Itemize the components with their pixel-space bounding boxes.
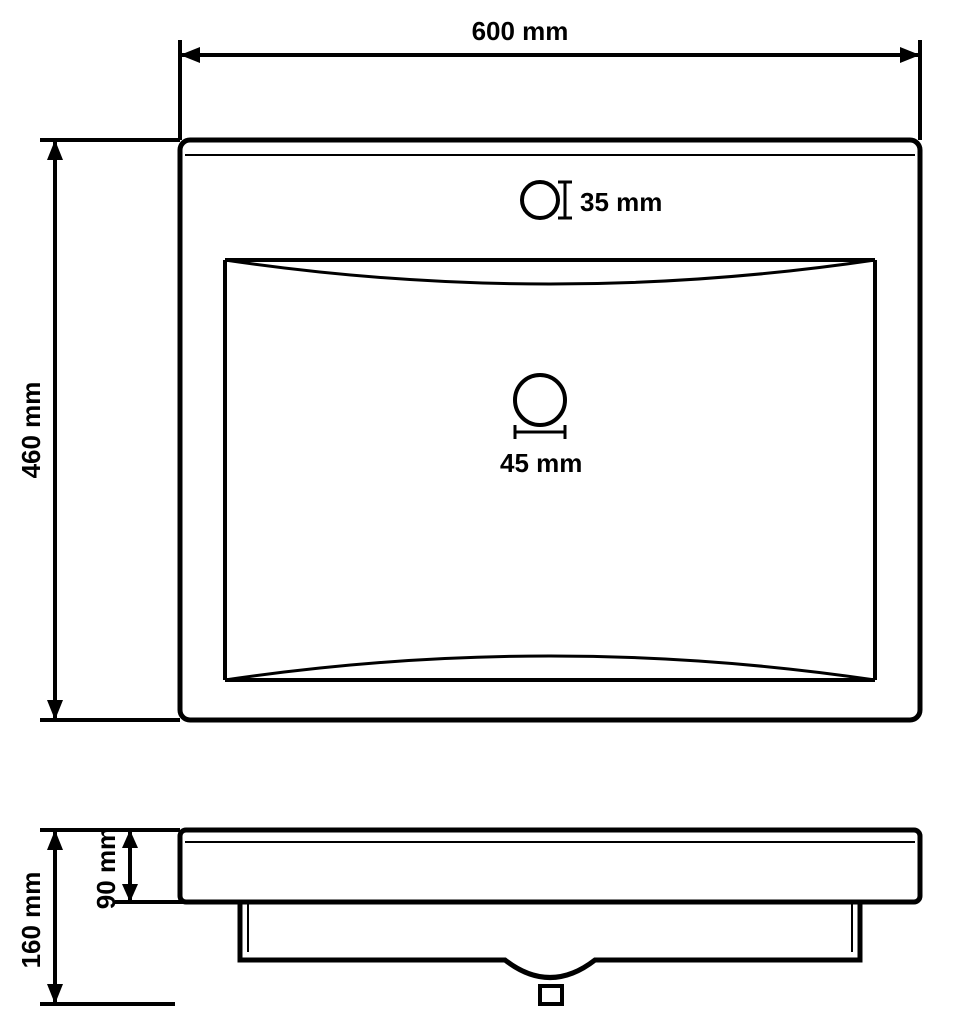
dim-faucet-label: 35 mm <box>580 187 662 217</box>
dim-side-160-label: 160 mm <box>16 872 46 969</box>
dim-width-arrow-right <box>900 47 920 63</box>
sink-outer-rect <box>180 140 920 720</box>
dim-height-label: 460 mm <box>16 382 46 479</box>
side-rim <box>180 830 920 902</box>
dim-drain-label: 45 mm <box>500 448 582 478</box>
dim-height-arrow-bot <box>47 700 63 720</box>
dim-width-600: 600 mm <box>180 16 920 140</box>
side-drain-stub <box>540 986 562 1004</box>
dim-side-90: 90 mm <box>91 827 240 909</box>
sink-top-view: 35 mm 45 mm <box>180 140 920 720</box>
sink-side-view <box>180 830 920 1004</box>
dim-width-arrow-left <box>180 47 200 63</box>
dim-faucet-35: 35 mm <box>558 182 662 218</box>
faucet-hole <box>522 182 558 218</box>
drain-hole <box>515 375 565 425</box>
dim-side-90-label: 90 mm <box>91 827 121 909</box>
dim-width-label: 600 mm <box>472 16 569 46</box>
side-basin-under <box>240 902 860 978</box>
technical-drawing: 600 mm 35 mm <box>0 0 958 1020</box>
dim-height-arrow-top <box>47 140 63 160</box>
dim-height-460: 460 mm <box>16 140 180 720</box>
dim-drain-45: 45 mm <box>500 425 582 478</box>
